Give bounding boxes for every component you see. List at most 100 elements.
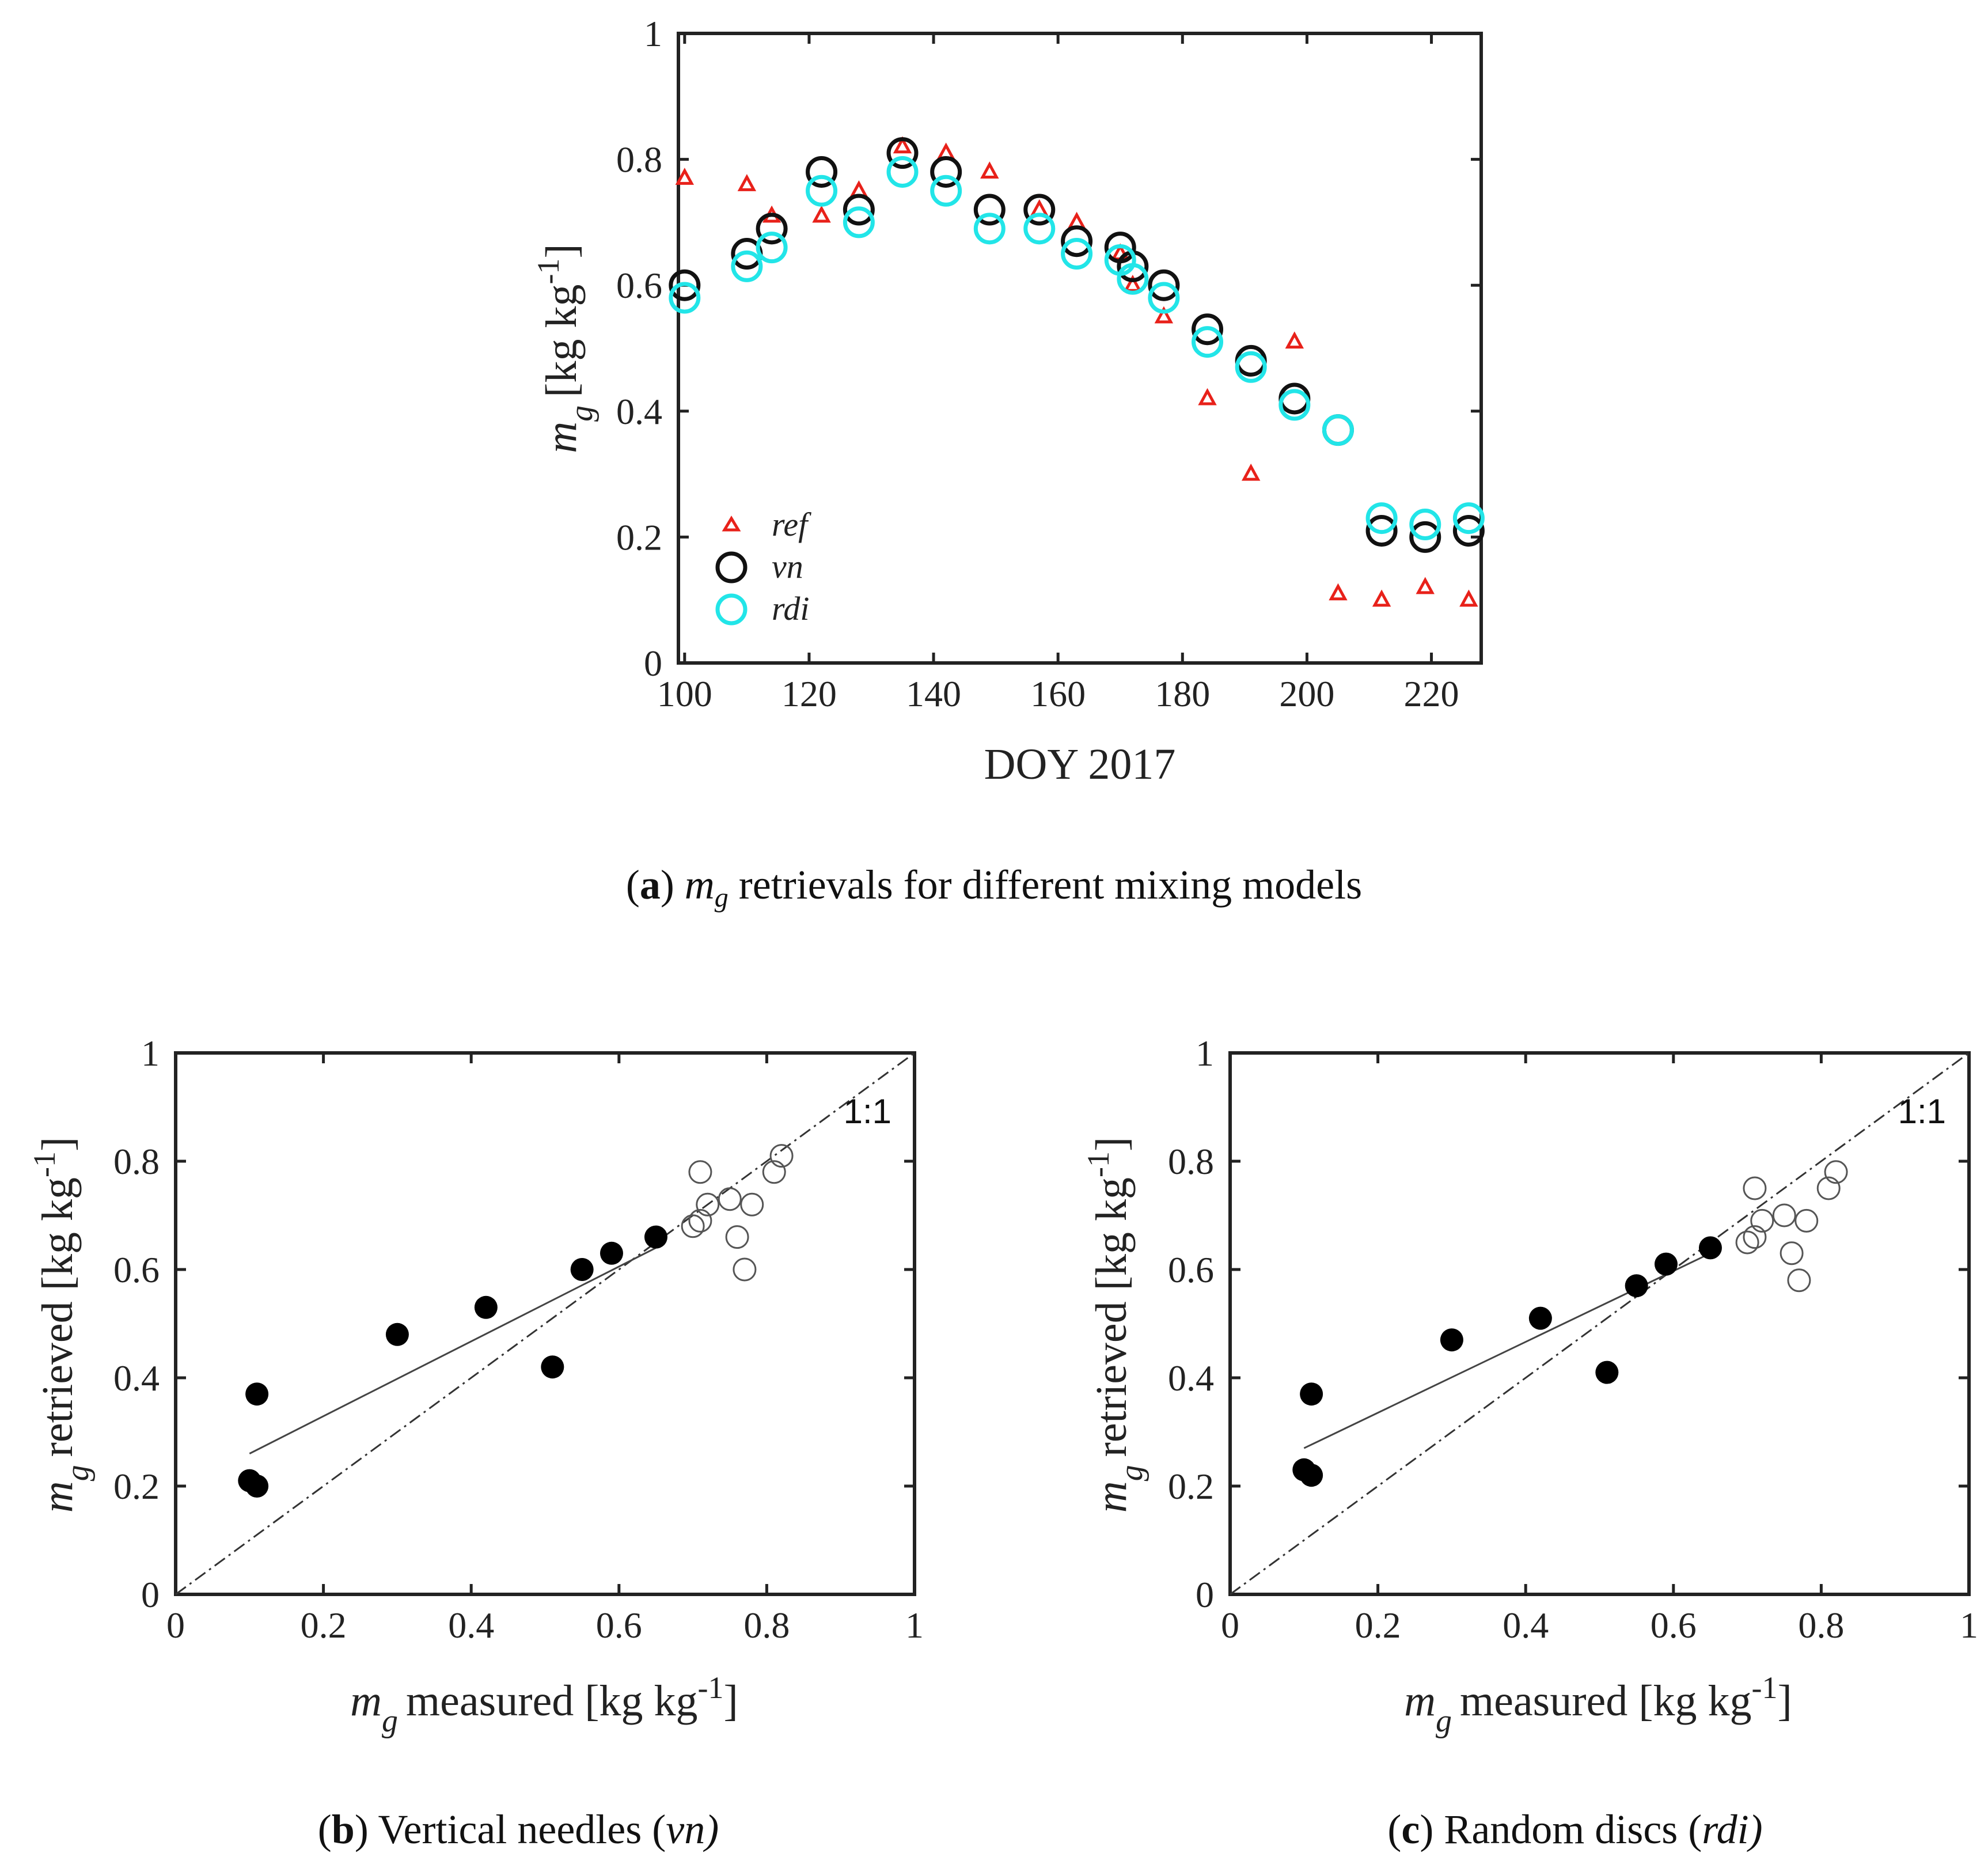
x-tick-label: 100	[657, 673, 712, 714]
y-tick-label: 0.6	[616, 265, 662, 306]
filled-point	[1300, 1464, 1323, 1487]
one-to-one-line	[1230, 1052, 1970, 1596]
y-tick-label: 0.2	[616, 517, 662, 558]
filled-point	[1440, 1328, 1463, 1352]
vn-point	[1148, 269, 1180, 301]
ref-point	[1154, 306, 1174, 324]
panel-c-ylabel-close: ]	[1087, 1137, 1136, 1151]
panel-c-ylabel-sub: g	[1114, 1465, 1149, 1481]
panel-c-ylabel: mg retrieved [kg kg-1]	[1081, 1137, 1149, 1513]
open-point	[1780, 1241, 1804, 1265]
rdi-point	[806, 175, 838, 207]
x-tick-label: 0.4	[448, 1605, 494, 1646]
panel-b-ylabel-sup: -1	[27, 1151, 62, 1177]
panel-b-ylabel-close: ]	[33, 1137, 82, 1151]
panel-c-xlabel-text: measured [kg kg	[1460, 1677, 1752, 1725]
panel-b-marks	[175, 1052, 915, 1596]
filled-point	[385, 1322, 409, 1346]
x-tick-label: 0.4	[1503, 1605, 1549, 1646]
x-tick-label: 200	[1279, 673, 1334, 714]
caption-a-sub: g	[715, 882, 729, 913]
x-tick-label: 0.2	[1355, 1605, 1401, 1646]
open-point	[733, 1257, 757, 1282]
panel-a-ylabel-close: ]	[537, 244, 586, 258]
filled-point	[1698, 1236, 1722, 1260]
filled-point	[245, 1475, 269, 1498]
filled-point	[570, 1258, 594, 1281]
panel-c-frame	[1228, 1051, 1971, 1596]
panel-b-ticks: 0 0.2 0.4 0.6 0.8 1 0 0.2 0.4 0.6 0.8 1	[113, 1033, 924, 1646]
caption-b-text: Vertical needles (	[369, 1806, 666, 1852]
open-point	[762, 1160, 786, 1184]
caption-b-italic: vn)	[666, 1806, 719, 1852]
open-point	[1824, 1160, 1848, 1184]
caption-a: (a) mg retrievals for different mixing m…	[626, 862, 1362, 913]
open-point	[740, 1192, 764, 1217]
y-tick-label: 0.2	[113, 1466, 160, 1507]
panel-b-one-to-one-label: 1:1	[844, 1092, 891, 1131]
caption-c-text: Random discs (	[1433, 1806, 1702, 1852]
x-tick-label: 0.6	[596, 1605, 642, 1646]
ref-point	[1329, 583, 1348, 601]
open-point	[1743, 1225, 1767, 1249]
panel-a-ticks: 100 120 140 160 180 200 220 0 0.2 0.4 0.6 0.8 1	[616, 13, 1481, 714]
panel-a-ylabel-sub: g	[564, 406, 600, 422]
vn-point	[1023, 194, 1056, 226]
vn-point	[669, 269, 701, 301]
rdi-point	[1409, 509, 1441, 541]
legend-ref-marker	[722, 516, 741, 532]
panel-b-xlabel-text: measured [kg kg	[406, 1677, 698, 1725]
open-point	[1794, 1208, 1819, 1233]
legend-vn-label: vn	[772, 548, 803, 585]
ref-point	[1372, 589, 1391, 607]
ref-point	[737, 174, 757, 191]
vn-point	[1278, 382, 1311, 415]
panel-c: 0 0.2 0.4 0.6 0.8 100.20.40.60.81 1:1 mg measu…	[1081, 1033, 1978, 1739]
y-tick-label: 0.2	[1168, 1466, 1214, 1507]
filled-point	[541, 1355, 564, 1379]
panel-c-ylabel-sym: m	[1087, 1481, 1136, 1513]
x-tick-label: 0	[166, 1605, 185, 1646]
panel-c-ylabel-sup: -1	[1081, 1151, 1116, 1177]
vn-point	[1452, 514, 1485, 547]
rdi-point	[1023, 213, 1056, 245]
vn-point	[1365, 514, 1398, 547]
rdi-point	[1278, 389, 1311, 421]
panel-c-xlabel-sym: m	[1404, 1677, 1436, 1725]
filled-point	[474, 1295, 498, 1319]
vn-point	[1192, 313, 1224, 346]
panel-a-legend: ref vn rdi	[715, 506, 811, 627]
panel-c-ticks: 0 0.2 0.4 0.6 0.8 1 0 0.2 0.4 0.6 0.8 1	[1168, 1033, 1978, 1646]
rdi-point	[843, 206, 875, 238]
filled-point	[1300, 1382, 1323, 1406]
legend-rdi-label: rdi	[772, 590, 810, 627]
panel-a-ylabel: mg [kg kg-1]	[531, 244, 600, 453]
legend-vn-marker	[715, 551, 748, 583]
ref-point	[1123, 274, 1143, 292]
filled-point	[1654, 1252, 1678, 1276]
open-point	[718, 1187, 742, 1211]
panel-c-ylabel-text: retrieved [kg kg	[1087, 1177, 1136, 1457]
open-point	[681, 1214, 705, 1238]
x-tick-label: 1	[1960, 1605, 1978, 1646]
y-tick-label: 0.4	[616, 391, 662, 432]
filled-point	[1625, 1274, 1648, 1298]
x-tick-label: 120	[781, 673, 837, 714]
panel-a-xlabel: DOY 2017	[984, 740, 1176, 789]
rdi-point	[1148, 282, 1180, 314]
rdi-point	[1322, 414, 1354, 446]
x-tick-label: 0.2	[301, 1605, 347, 1646]
y-tick-label: 1	[141, 1033, 160, 1074]
filled-point	[245, 1382, 269, 1406]
caption-c-letter: c	[1401, 1806, 1420, 1852]
panel-c-xlabel: mg measured [kg kg-1]	[1404, 1670, 1792, 1739]
panel-c-one-to-one-label: 1:1	[1898, 1092, 1946, 1131]
caption-c-italic: rdi)	[1702, 1806, 1762, 1852]
rdi-point	[1117, 263, 1149, 295]
panel-b-ylabel-sym: m	[33, 1481, 82, 1513]
filled-point	[600, 1241, 623, 1265]
panel-c-xlabel-sup: -1	[1752, 1670, 1778, 1705]
rdi-point	[756, 232, 788, 264]
caption-a-sym: m	[685, 862, 715, 908]
